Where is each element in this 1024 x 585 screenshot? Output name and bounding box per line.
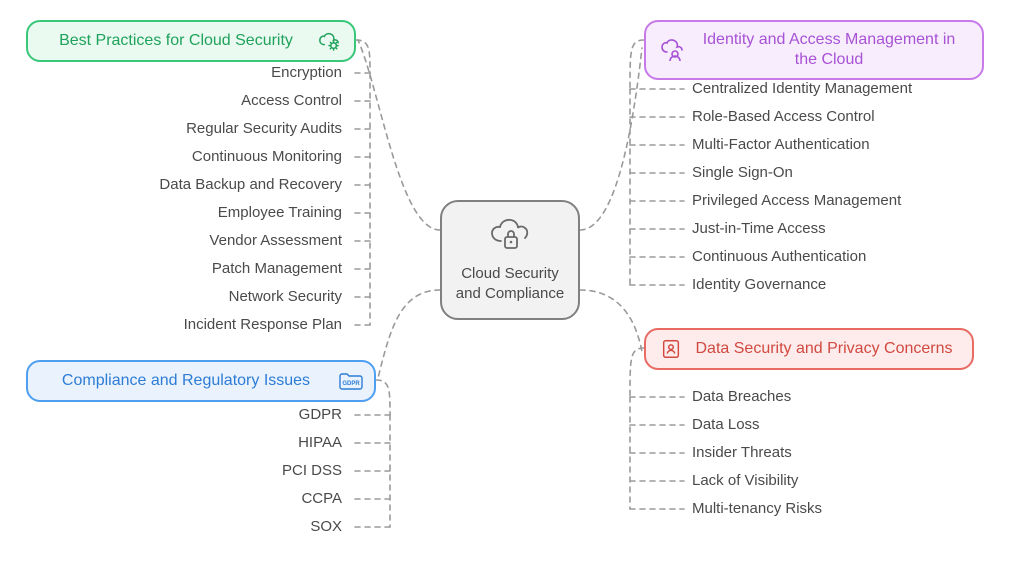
branch-title-label: Identity and Access Management in the Cl…: [690, 30, 968, 70]
branch-title-label: Best Practices for Cloud Security: [42, 31, 310, 51]
branch-title-label: Data Security and Privacy Concerns: [690, 339, 958, 359]
leaf-item: SOX: [310, 518, 342, 535]
branch-title-data-security: Data Security and Privacy Concerns: [644, 328, 974, 370]
cloud-user-icon: [660, 39, 682, 61]
leaf-item: Lack of Visibility: [692, 472, 798, 489]
leaf-item: Data Loss: [692, 416, 760, 433]
gdpr-folder-icon: GDPR: [338, 370, 360, 392]
cloud-lock-icon: [488, 217, 532, 259]
leaf-item: Single Sign-On: [692, 164, 793, 181]
leaf-item: Patch Management: [212, 260, 342, 277]
leaf-item: PCI DSS: [282, 462, 342, 479]
svg-text:GDPR: GDPR: [342, 381, 360, 387]
leaf-item: Network Security: [229, 288, 342, 305]
leaf-item: Centralized Identity Management: [692, 80, 912, 97]
branch-title-iam: Identity and Access Management in the Cl…: [644, 20, 984, 80]
cloud-gear-icon: [318, 30, 340, 52]
leaf-item: Data Breaches: [692, 388, 791, 405]
leaf-item: Vendor Assessment: [209, 232, 342, 249]
leaf-item: Access Control: [241, 92, 342, 109]
leaf-item: Encryption: [271, 64, 342, 81]
leaf-item: Multi-Factor Authentication: [692, 136, 870, 153]
leaf-item: Continuous Authentication: [692, 248, 866, 265]
leaf-item: Data Backup and Recovery: [159, 176, 342, 193]
leaf-item: Identity Governance: [692, 276, 826, 293]
leaf-item: Multi-tenancy Risks: [692, 500, 822, 517]
branch-title-compliance: Compliance and Regulatory Issues GDPR: [26, 360, 376, 402]
leaf-item: Privileged Access Management: [692, 192, 901, 209]
id-badge-icon: [660, 338, 682, 360]
center-label: Cloud Security and Compliance: [452, 264, 568, 303]
center-node: Cloud Security and Compliance: [440, 200, 580, 320]
leaf-item: GDPR: [299, 406, 342, 423]
leaf-item: CCPA: [301, 490, 342, 507]
leaf-item: Employee Training: [218, 204, 342, 221]
branch-title-best-practices: Best Practices for Cloud Security: [26, 20, 356, 62]
branch-title-label: Compliance and Regulatory Issues: [42, 371, 330, 391]
leaf-item: Regular Security Audits: [186, 120, 342, 137]
leaf-item: Insider Threats: [692, 444, 792, 461]
leaf-item: Role-Based Access Control: [692, 108, 875, 125]
leaf-item: Just-in-Time Access: [692, 220, 826, 237]
leaf-item: Continuous Monitoring: [192, 148, 342, 165]
leaf-item: Incident Response Plan: [184, 316, 342, 333]
leaf-item: HIPAA: [298, 434, 342, 451]
